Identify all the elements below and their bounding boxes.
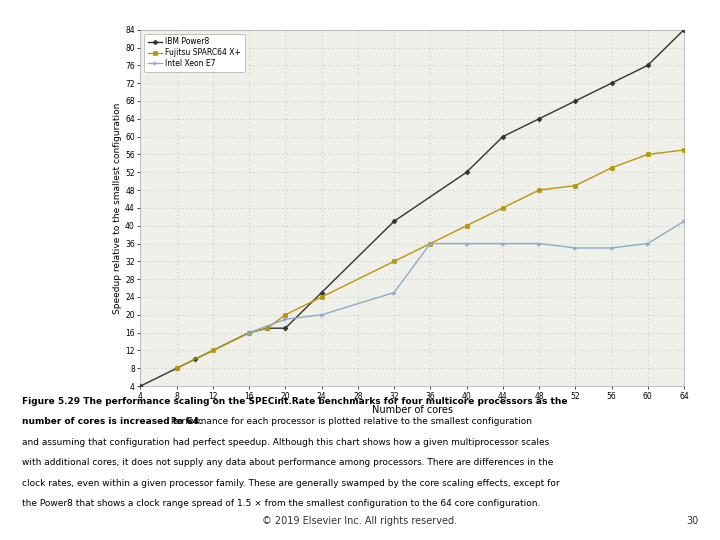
- Text: the Power8 that shows a clock range spread of 1.5 × from the smallest configurat: the Power8 that shows a clock range spre…: [22, 500, 540, 509]
- Text: 30: 30: [686, 516, 698, 526]
- Intel Xeon E7: [245, 329, 253, 336]
- Intel Xeon E7: [680, 218, 688, 225]
- Fujitsu SPARC64 X+: [390, 258, 398, 265]
- Intel Xeon E7: [571, 245, 580, 251]
- Text: © 2019 Elsevier Inc. All rights reserved.: © 2019 Elsevier Inc. All rights reserved…: [262, 516, 458, 526]
- IBM Power8: [172, 365, 181, 372]
- IBM Power8: [644, 62, 652, 69]
- Fujitsu SPARC64 X+: [172, 365, 181, 372]
- Fujitsu SPARC64 X+: [498, 205, 507, 211]
- IBM Power8: [281, 325, 289, 332]
- Intel Xeon E7: [535, 240, 544, 247]
- Line: Fujitsu SPARC64 X+: Fujitsu SPARC64 X+: [175, 148, 685, 370]
- Fujitsu SPARC64 X+: [680, 147, 688, 153]
- Text: and assuming that configuration had perfect speedup. Although this chart shows h: and assuming that configuration had perf…: [22, 438, 549, 447]
- Fujitsu SPARC64 X+: [318, 294, 326, 300]
- IBM Power8: [263, 325, 271, 332]
- Intel Xeon E7: [498, 240, 507, 247]
- IBM Power8: [136, 383, 145, 389]
- Intel Xeon E7: [607, 245, 616, 251]
- Fujitsu SPARC64 X+: [209, 347, 217, 354]
- IBM Power8: [190, 356, 199, 363]
- Fujitsu SPARC64 X+: [462, 222, 471, 229]
- Text: Figure 5.29 The performance scaling on the SPECint.Rate benchmarks for four mult: Figure 5.29 The performance scaling on t…: [22, 397, 567, 406]
- Intel Xeon E7: [426, 240, 435, 247]
- IBM Power8: [571, 98, 580, 104]
- Fujitsu SPARC64 X+: [263, 325, 271, 332]
- Fujitsu SPARC64 X+: [281, 312, 289, 318]
- Legend: IBM Power8, Fujitsu SPARC64 X+, Intel Xeon E7: IBM Power8, Fujitsu SPARC64 X+, Intel Xe…: [144, 33, 245, 72]
- Text: Performance for each processor is plotted relative to the smallest configuration: Performance for each processor is plotte…: [168, 417, 532, 427]
- Fujitsu SPARC64 X+: [245, 329, 253, 336]
- Y-axis label: Speedup relative to the smallest configuration: Speedup relative to the smallest configu…: [113, 102, 122, 314]
- Fujitsu SPARC64 X+: [644, 151, 652, 158]
- IBM Power8: [607, 80, 616, 86]
- Line: IBM Power8: IBM Power8: [139, 28, 685, 388]
- Fujitsu SPARC64 X+: [426, 240, 435, 247]
- IBM Power8: [680, 26, 688, 33]
- Intel Xeon E7: [390, 289, 398, 296]
- Intel Xeon E7: [644, 240, 652, 247]
- IBM Power8: [535, 116, 544, 122]
- IBM Power8: [245, 329, 253, 336]
- IBM Power8: [318, 289, 326, 296]
- Fujitsu SPARC64 X+: [535, 187, 544, 193]
- Fujitsu SPARC64 X+: [571, 183, 580, 189]
- Intel Xeon E7: [462, 240, 471, 247]
- Fujitsu SPARC64 X+: [607, 165, 616, 171]
- Intel Xeon E7: [318, 312, 326, 318]
- Text: number of cores is increased to 64.: number of cores is increased to 64.: [22, 417, 202, 427]
- X-axis label: Number of cores: Number of cores: [372, 405, 453, 415]
- Line: Intel Xeon E7: Intel Xeon E7: [248, 220, 685, 334]
- Text: with additional cores, it does not supply any data about performance among proce: with additional cores, it does not suppl…: [22, 458, 553, 468]
- Text: clock rates, even within a given processor family. These are generally swamped b: clock rates, even within a given process…: [22, 479, 559, 488]
- IBM Power8: [498, 133, 507, 140]
- IBM Power8: [390, 218, 398, 225]
- Intel Xeon E7: [281, 316, 289, 322]
- IBM Power8: [462, 169, 471, 176]
